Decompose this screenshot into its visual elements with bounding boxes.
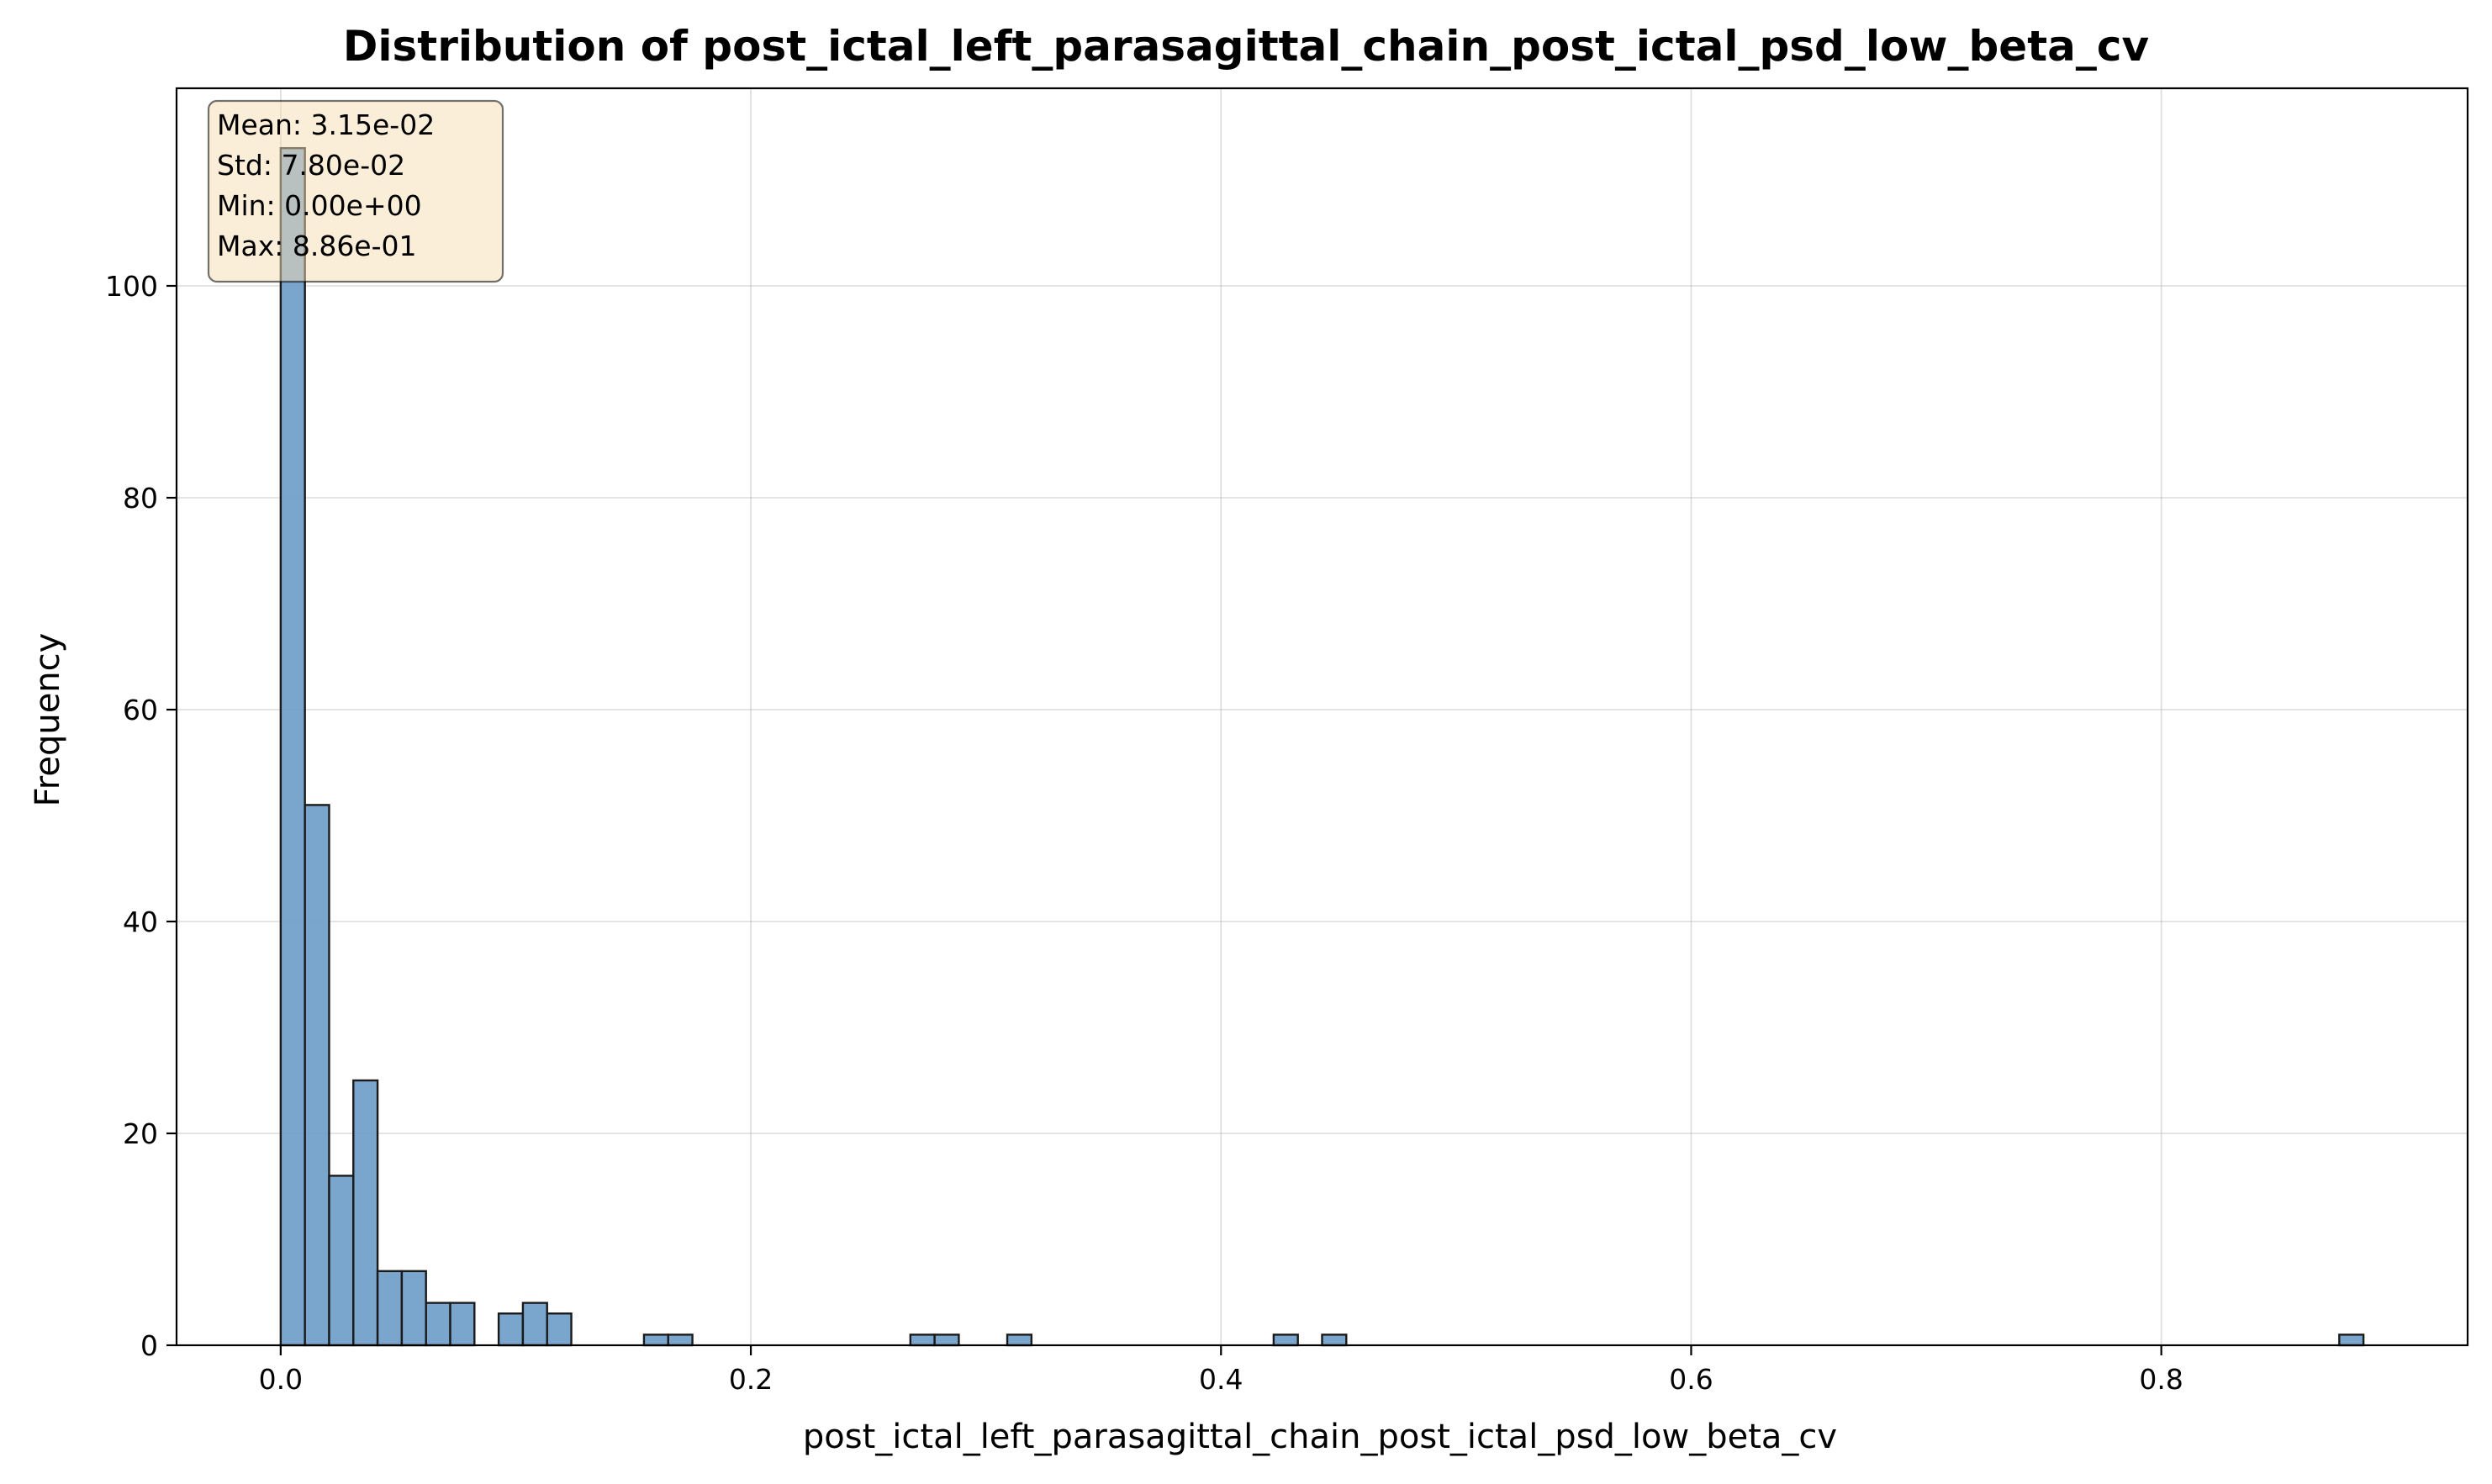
x-tick-label: 0.4 bbox=[1199, 1363, 1243, 1396]
x-tick-label: 0.0 bbox=[259, 1363, 303, 1396]
histogram-bar bbox=[376, 1270, 404, 1347]
x-axis-ticks: 0.0 0.2 0.4 0.6 0.8 bbox=[259, 1345, 2183, 1396]
y-tick-label: 0 bbox=[140, 1329, 158, 1362]
stats-min: Min: 0.00e+00 bbox=[217, 189, 422, 222]
grid-lines bbox=[177, 88, 2468, 1346]
x-tick-label: 0.6 bbox=[1669, 1363, 1713, 1396]
stats-max: Max: 8.86e-01 bbox=[217, 230, 417, 262]
histogram-bar bbox=[352, 1079, 379, 1347]
histogram-bar bbox=[304, 804, 330, 1347]
histogram-bar bbox=[546, 1312, 573, 1347]
histogram-bar bbox=[497, 1312, 525, 1347]
histogram-bar bbox=[1272, 1333, 1299, 1347]
histogram-bar bbox=[1006, 1333, 1033, 1347]
histogram-bar bbox=[667, 1333, 694, 1347]
stats-std: Std: 7.80e-02 bbox=[217, 149, 405, 182]
y-tick-label: 40 bbox=[123, 906, 158, 938]
histogram-bar bbox=[400, 1270, 427, 1347]
stats-mean: Mean: 3.15e-02 bbox=[217, 108, 435, 141]
histogram-bar bbox=[449, 1302, 476, 1347]
x-axis-label: post_ictal_left_parasagittal_chain_post_… bbox=[803, 1418, 1837, 1456]
y-tick-label: 60 bbox=[123, 694, 158, 726]
histogram-bar bbox=[328, 1175, 355, 1347]
histogram-bar bbox=[642, 1333, 669, 1347]
stats-box: Mean: 3.15e-02 Std: 7.80e-02 Min: 0.00e+… bbox=[207, 99, 504, 283]
y-tick-label: 80 bbox=[123, 482, 158, 515]
x-tick-label: 0.2 bbox=[729, 1363, 773, 1396]
y-axis-ticks: 0 20 40 60 80 100 bbox=[105, 270, 177, 1362]
plot-area-frame bbox=[175, 87, 2469, 1347]
histogram-bar bbox=[279, 146, 306, 1347]
y-tick-label: 100 bbox=[105, 270, 158, 303]
x-tick-label: 0.8 bbox=[2139, 1363, 2183, 1396]
chart-title: Distribution of post_ictal_left_parasagi… bbox=[343, 22, 2149, 71]
y-axis-label: Frequency bbox=[29, 633, 67, 807]
histogram-bar bbox=[2338, 1333, 2365, 1347]
histogram-bars bbox=[279, 146, 2365, 1347]
y-tick-label: 20 bbox=[123, 1117, 158, 1150]
histogram-bar bbox=[933, 1333, 960, 1347]
histogram-bar bbox=[909, 1333, 936, 1347]
stats-box-background bbox=[207, 99, 504, 283]
histogram-bar bbox=[521, 1302, 548, 1347]
histogram-bar bbox=[1321, 1333, 1348, 1347]
histogram-bar bbox=[425, 1302, 451, 1347]
